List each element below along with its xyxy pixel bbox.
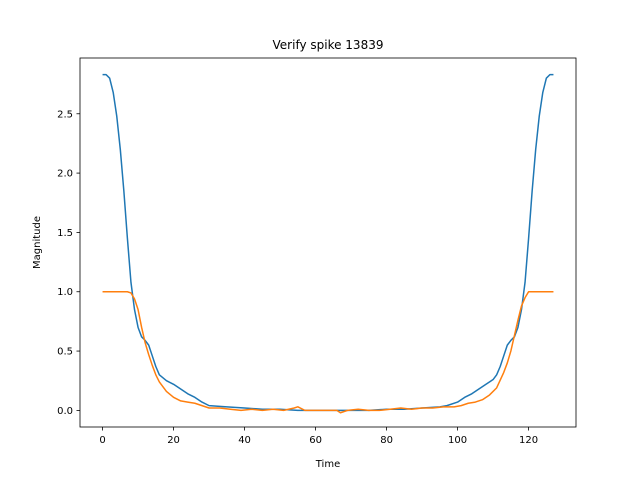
plot-area bbox=[80, 58, 576, 427]
y-tick-label: 1.0 bbox=[57, 287, 73, 298]
x-tick-label: 20 bbox=[167, 435, 180, 446]
x-tick-label: 40 bbox=[238, 435, 251, 446]
y-tick-label: 0.0 bbox=[57, 406, 73, 417]
series-line-2 bbox=[102, 290, 554, 414]
x-tick-label: 0 bbox=[99, 435, 105, 446]
y-tick-label: 1.5 bbox=[57, 228, 73, 239]
x-tick-label: 80 bbox=[380, 435, 393, 446]
y-tick-label: 0.5 bbox=[57, 347, 73, 358]
x-axis-label: Time bbox=[315, 459, 340, 470]
series-layer bbox=[102, 73, 554, 414]
y-tick-label: 2.5 bbox=[57, 109, 73, 120]
axes-frame bbox=[79, 57, 577, 428]
x-tick-label: 60 bbox=[309, 435, 322, 446]
y-axis-ticks: 0.0 0.5 1.0 1.5 2.0 2.5 bbox=[57, 109, 80, 417]
y-tick-label: 2.0 bbox=[57, 169, 73, 180]
x-tick-label: 100 bbox=[448, 435, 467, 446]
x-axis-ticks: 0 20 40 60 80 100 120 bbox=[99, 427, 538, 446]
chart-title: Verify spike 13839 bbox=[273, 38, 384, 52]
y-axis-label: Magnitude bbox=[32, 216, 43, 269]
x-tick-label: 120 bbox=[519, 435, 538, 446]
